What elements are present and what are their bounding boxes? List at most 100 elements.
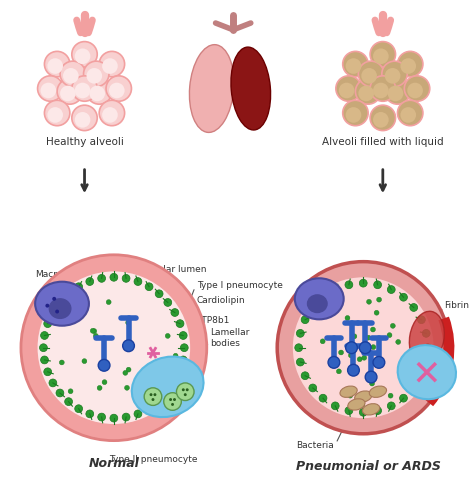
Circle shape [309,304,317,311]
Circle shape [176,383,194,400]
Circle shape [398,100,423,125]
Circle shape [347,347,352,352]
Circle shape [362,355,367,360]
Circle shape [93,334,98,338]
Circle shape [293,277,434,418]
Circle shape [357,357,362,362]
Circle shape [373,83,389,98]
Circle shape [370,76,395,101]
Circle shape [49,308,57,316]
Circle shape [377,297,382,302]
Ellipse shape [132,357,203,417]
Circle shape [165,366,170,371]
Circle shape [365,371,377,383]
Circle shape [91,328,95,333]
Circle shape [171,403,174,406]
Circle shape [296,358,304,366]
Circle shape [59,360,64,365]
Circle shape [92,329,97,334]
Circle shape [371,345,376,349]
Circle shape [400,293,408,301]
Circle shape [373,112,389,127]
Circle shape [134,410,142,418]
Circle shape [319,394,327,402]
Circle shape [422,330,430,337]
Circle shape [37,76,63,101]
Circle shape [400,394,408,402]
Circle shape [40,83,56,98]
Text: Alveolar lumen: Alveolar lumen [138,265,207,274]
Circle shape [155,398,163,405]
Circle shape [97,385,102,390]
Circle shape [102,107,118,123]
Circle shape [44,368,52,376]
Circle shape [80,307,83,310]
Circle shape [123,370,128,375]
Circle shape [179,332,187,339]
Circle shape [347,365,359,376]
Text: Lamellar
bodies: Lamellar bodies [210,328,249,348]
Circle shape [404,76,430,101]
Circle shape [370,105,395,130]
Ellipse shape [231,47,271,130]
Circle shape [75,112,91,127]
Circle shape [410,304,418,311]
Circle shape [391,323,395,328]
Circle shape [410,384,418,392]
Ellipse shape [190,45,234,132]
Circle shape [184,393,187,396]
Ellipse shape [410,311,444,365]
Circle shape [331,402,339,410]
Circle shape [75,283,82,291]
Ellipse shape [348,399,365,410]
Circle shape [374,407,382,415]
Circle shape [98,413,106,421]
Ellipse shape [295,278,344,319]
Circle shape [154,393,156,396]
Circle shape [388,86,403,101]
Circle shape [388,393,393,398]
Circle shape [371,327,375,332]
Circle shape [349,342,354,347]
Ellipse shape [369,386,386,398]
Circle shape [49,379,57,387]
Circle shape [373,48,389,64]
Circle shape [346,58,361,74]
Circle shape [398,51,423,77]
Circle shape [164,389,172,397]
Circle shape [110,274,118,281]
Circle shape [358,86,374,101]
Circle shape [309,384,317,392]
Circle shape [109,83,125,98]
Circle shape [387,286,395,293]
Text: Cardiolipin: Cardiolipin [197,296,246,305]
Circle shape [374,310,379,315]
Circle shape [366,335,371,340]
Circle shape [71,315,75,320]
Text: ATP8b1: ATP8b1 [197,316,230,325]
Circle shape [165,334,170,338]
Circle shape [346,107,361,123]
Circle shape [110,414,118,422]
Circle shape [422,358,430,366]
Circle shape [68,389,73,394]
Text: Bacteria: Bacteria [296,441,334,450]
Circle shape [407,83,423,98]
Circle shape [348,353,353,358]
Circle shape [358,61,384,87]
Circle shape [169,398,172,401]
Circle shape [164,393,182,410]
Text: Healthy alveoli: Healthy alveoli [46,137,123,148]
Circle shape [356,79,381,104]
Circle shape [41,332,48,339]
Circle shape [75,292,79,296]
Ellipse shape [308,295,327,312]
Circle shape [86,68,102,84]
Circle shape [343,51,368,77]
Circle shape [57,79,82,104]
Circle shape [64,398,73,405]
Circle shape [277,262,449,434]
Ellipse shape [49,299,71,318]
Circle shape [348,393,353,398]
Circle shape [45,51,70,77]
